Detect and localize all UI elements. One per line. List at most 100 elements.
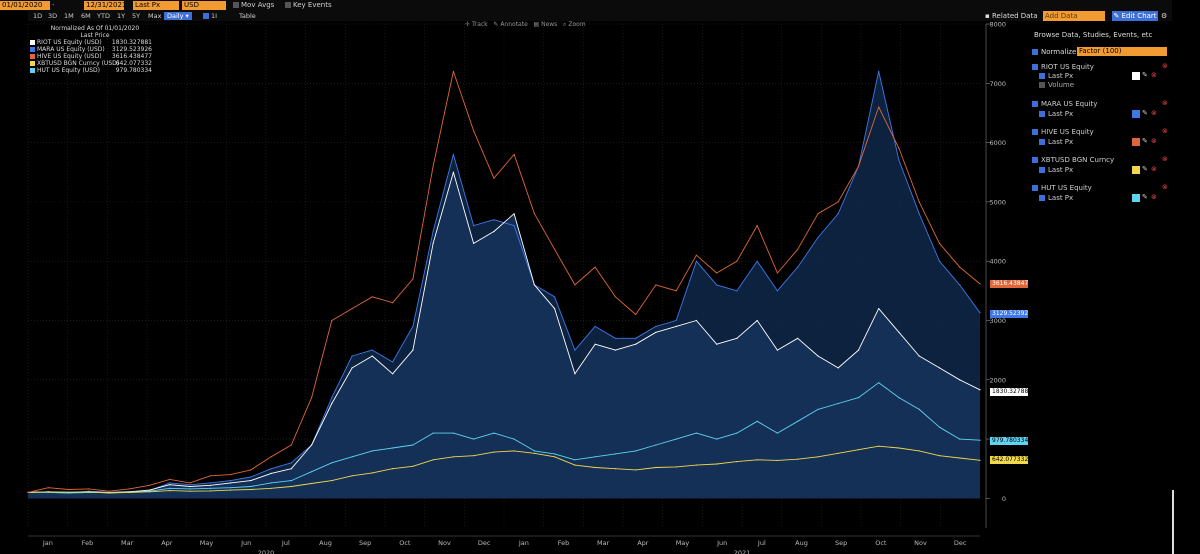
color-swatch[interactable] [1132, 194, 1140, 202]
edit-icon[interactable]: ✎ [1142, 71, 1148, 79]
series-line [27, 70, 981, 493]
normalize-toggle[interactable]: Normalize [1032, 48, 1076, 56]
color-swatch[interactable] [1132, 72, 1140, 80]
data-point [554, 296, 556, 298]
data-point [270, 472, 272, 474]
data-point [452, 153, 454, 155]
data-point [250, 480, 252, 482]
data-point [797, 266, 799, 268]
range-1m[interactable]: 1M [64, 12, 74, 20]
field-select[interactable]: Last Px [133, 1, 179, 10]
field-hut-last-px[interactable]: Last Px [1039, 194, 1073, 202]
field-riot-volume[interactable]: Volume [1039, 81, 1074, 89]
field-hive-last-px[interactable]: Last Px [1039, 138, 1073, 146]
x-tick-label: Feb [558, 539, 570, 547]
data-point [412, 325, 414, 327]
track-tool[interactable]: ✛ Track [465, 21, 488, 28]
remove-icon[interactable]: ⊗ [1151, 165, 1157, 173]
browse-data-link[interactable]: Browse Data, Studies, Events, etc [1034, 31, 1153, 39]
edit-icon[interactable]: ✎ [1142, 109, 1148, 117]
factor-select[interactable]: Factor (100) [1077, 47, 1167, 56]
data-panel: Browse Data, Studies, Events, etc Normal… [1028, 22, 1172, 554]
data-point [736, 432, 738, 434]
field-xbt-last-px[interactable]: Last Px [1039, 166, 1073, 174]
table-button[interactable]: Table [239, 12, 256, 20]
remove-icon[interactable]: ⊗ [1151, 193, 1157, 201]
range-1y[interactable]: 1Y [117, 12, 126, 20]
x-tick-label: Dec [954, 539, 967, 547]
checkbox-icon [1032, 185, 1038, 191]
data-point [432, 242, 434, 244]
data-point [169, 490, 171, 492]
data-point [392, 468, 394, 470]
frequency-select[interactable]: Daily ▾ [164, 12, 192, 20]
annotate-tool[interactable]: ✎ Annotate [493, 21, 528, 28]
range-1d[interactable]: 1D [33, 12, 43, 20]
range-5y[interactable]: 5Y [132, 12, 141, 20]
data-point [979, 283, 981, 285]
scrollbar-thumb[interactable] [1172, 490, 1174, 554]
security-hut[interactable]: HUT US Equity [1032, 184, 1092, 192]
data-point [148, 484, 151, 486]
security-xbtusd[interactable]: XBTUSD BGN Curncy [1032, 156, 1114, 164]
remove-icon[interactable]: ⊗ [1151, 137, 1157, 145]
edit-icon[interactable]: ✎ [1142, 137, 1148, 145]
data-point [574, 464, 576, 466]
remove-icon[interactable]: ⊗ [1162, 155, 1168, 163]
related-data-button[interactable]: ▪ Related Data [985, 12, 1038, 20]
remove-icon[interactable]: ⊗ [1162, 183, 1168, 191]
remove-icon[interactable]: ⊗ [1162, 62, 1168, 70]
data-point [817, 355, 819, 357]
range-3d[interactable]: 3D [48, 12, 58, 20]
start-date-field[interactable]: 01/01/2020 [0, 1, 50, 10]
color-swatch[interactable] [1132, 166, 1140, 174]
key-events-toggle[interactable]: Key Events [285, 1, 332, 10]
data-point [270, 482, 272, 484]
interval-button[interactable]: 1I [200, 12, 220, 20]
data-point [412, 465, 414, 467]
remove-icon[interactable]: ⊗ [1162, 127, 1168, 135]
mov-avgs-toggle[interactable]: Mov Avgs [233, 1, 274, 10]
remove-icon[interactable]: ⊗ [1151, 71, 1157, 79]
data-point [533, 284, 536, 286]
security-hive[interactable]: HIVE US Equity [1032, 128, 1094, 136]
field-riot-last-px[interactable]: Last Px [1039, 72, 1073, 80]
data-point [250, 485, 252, 488]
security-mara[interactable]: MARA US Equity [1032, 100, 1097, 108]
x-tick-label: Mar [597, 539, 610, 547]
data-point [331, 397, 333, 399]
currency-select[interactable]: USD [182, 1, 226, 10]
data-point [736, 260, 738, 262]
security-riot[interactable]: RIOT US Equity [1032, 63, 1094, 71]
add-data-input[interactable]: Add Data [1043, 11, 1105, 21]
checkbox-icon [1032, 49, 1038, 55]
range-max[interactable]: Max [148, 12, 162, 20]
remove-icon[interactable]: ⊗ [1162, 99, 1168, 107]
zoom-tool[interactable]: ⌕ Zoom [563, 21, 586, 28]
range-ytd[interactable]: YTD [97, 12, 110, 20]
data-point [797, 248, 799, 250]
series-line [27, 171, 981, 494]
range-6m[interactable]: 6M [81, 12, 91, 20]
color-swatch[interactable] [1132, 138, 1140, 146]
data-point [513, 153, 515, 155]
scrollbar[interactable] [1172, 0, 1200, 554]
legend-item: XBTUSD BGN Curncy (USD) 642.077332 [30, 60, 152, 67]
remove-icon[interactable]: ⊗ [1151, 109, 1157, 117]
end-date-field[interactable]: 12/31/2021 [84, 1, 127, 10]
color-swatch[interactable] [1132, 110, 1140, 118]
edit-icon[interactable]: ✎ [1142, 193, 1148, 201]
news-tool[interactable]: ▤ News [533, 21, 558, 28]
field-mara-last-px[interactable]: Last Px [1039, 110, 1073, 118]
data-point [493, 432, 495, 434]
settings-icon[interactable]: ⚙ [1161, 12, 1168, 20]
data-point [756, 420, 758, 422]
checkbox-icon [285, 2, 291, 8]
data-point [88, 491, 90, 493]
edit-chart-button[interactable]: ✎ Edit Chart [1112, 11, 1158, 21]
series-line [27, 445, 981, 494]
data-point [898, 397, 900, 399]
line-chart[interactable]: 010002000300040005000600070008000 JanFeb… [0, 22, 1028, 554]
chart-tools: ✛ Track ✎ Annotate ▤ News ⌕ Zoom [465, 21, 586, 28]
edit-icon[interactable]: ✎ [1142, 165, 1148, 173]
